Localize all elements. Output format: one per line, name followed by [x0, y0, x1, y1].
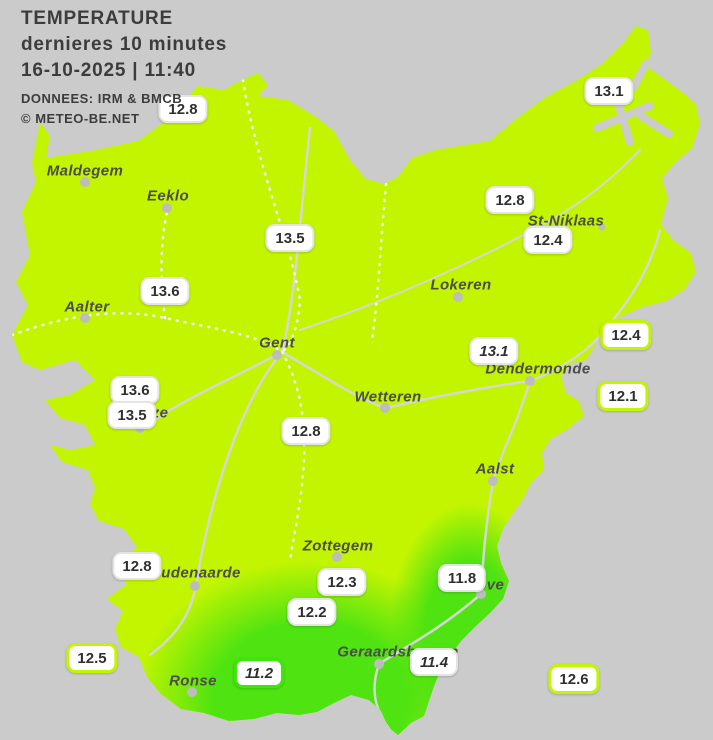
copyright: © METEO-BE.NET	[21, 111, 140, 126]
temperature-badge: 13.5	[107, 401, 157, 429]
city-dot	[380, 403, 390, 413]
temperature-badge: 11.2	[233, 658, 285, 688]
city-dot	[525, 376, 535, 386]
temperature-badge: 13.1	[584, 77, 634, 105]
city-dot	[80, 177, 90, 187]
city-dot	[272, 350, 282, 360]
city-label: St-Niklaas	[527, 212, 605, 230]
city-label: Dendermonde	[485, 360, 591, 378]
page-subtitle: dernieres 10 minutes	[21, 34, 228, 55]
city-label: Ronse	[169, 672, 217, 690]
city-label: Gent	[259, 334, 295, 352]
temperature-badge: 13.5	[265, 224, 315, 252]
city-dot	[598, 223, 606, 231]
temperature-badge: 12.8	[485, 186, 535, 214]
temperature-badge: 12.8	[158, 95, 208, 123]
temperature-badge: 12.5	[66, 643, 118, 673]
page-title: TEMPERATURE	[21, 8, 174, 29]
city-dot	[374, 659, 384, 669]
temperature-badge: 13.6	[140, 277, 190, 305]
temperature-badge: 11.4	[409, 648, 459, 676]
temperature-badge: 12.2	[287, 598, 337, 626]
city-dot	[190, 581, 200, 591]
temperature-badge: 12.1	[597, 381, 649, 411]
city-label: Wetteren	[354, 388, 422, 406]
temperature-badge: 13.1	[469, 337, 519, 365]
city-dot	[332, 552, 342, 562]
city-dot	[162, 203, 172, 213]
city-label: Aalter	[64, 298, 110, 316]
city-dot	[187, 687, 197, 697]
city-dot	[80, 313, 90, 323]
title-block: TEMPERATURE dernieres 10 minutes 16-10-2…	[21, 6, 227, 129]
city-label: Lokeren	[430, 276, 492, 294]
municipal-border-lines	[12, 78, 388, 562]
city-dot	[488, 476, 498, 486]
temperature-badge: 12.6	[548, 664, 600, 694]
city-label: Oudenaarde	[149, 564, 241, 582]
city-label: Maldegem	[46, 162, 124, 180]
temperature-badge: 12.4	[600, 320, 652, 350]
temperature-badge: 12.3	[317, 568, 367, 596]
city-dot	[453, 292, 463, 302]
data-source: DONNEES: IRM & BMCB	[21, 91, 183, 106]
temperature-badge: 12.8	[112, 552, 162, 580]
temperature-badge: 12.8	[281, 417, 331, 445]
city-label: Eeklo	[146, 187, 190, 205]
date-time: 16-10-2025 | 11:40	[21, 60, 197, 81]
temperature-badge: 13.6	[110, 376, 160, 404]
city-dot	[476, 589, 486, 599]
city-label: Zottegem	[302, 537, 374, 555]
temperature-badge: 11.8	[437, 564, 487, 592]
city-label: Aalst	[475, 460, 515, 478]
temperature-badge: 12.4	[523, 226, 573, 254]
